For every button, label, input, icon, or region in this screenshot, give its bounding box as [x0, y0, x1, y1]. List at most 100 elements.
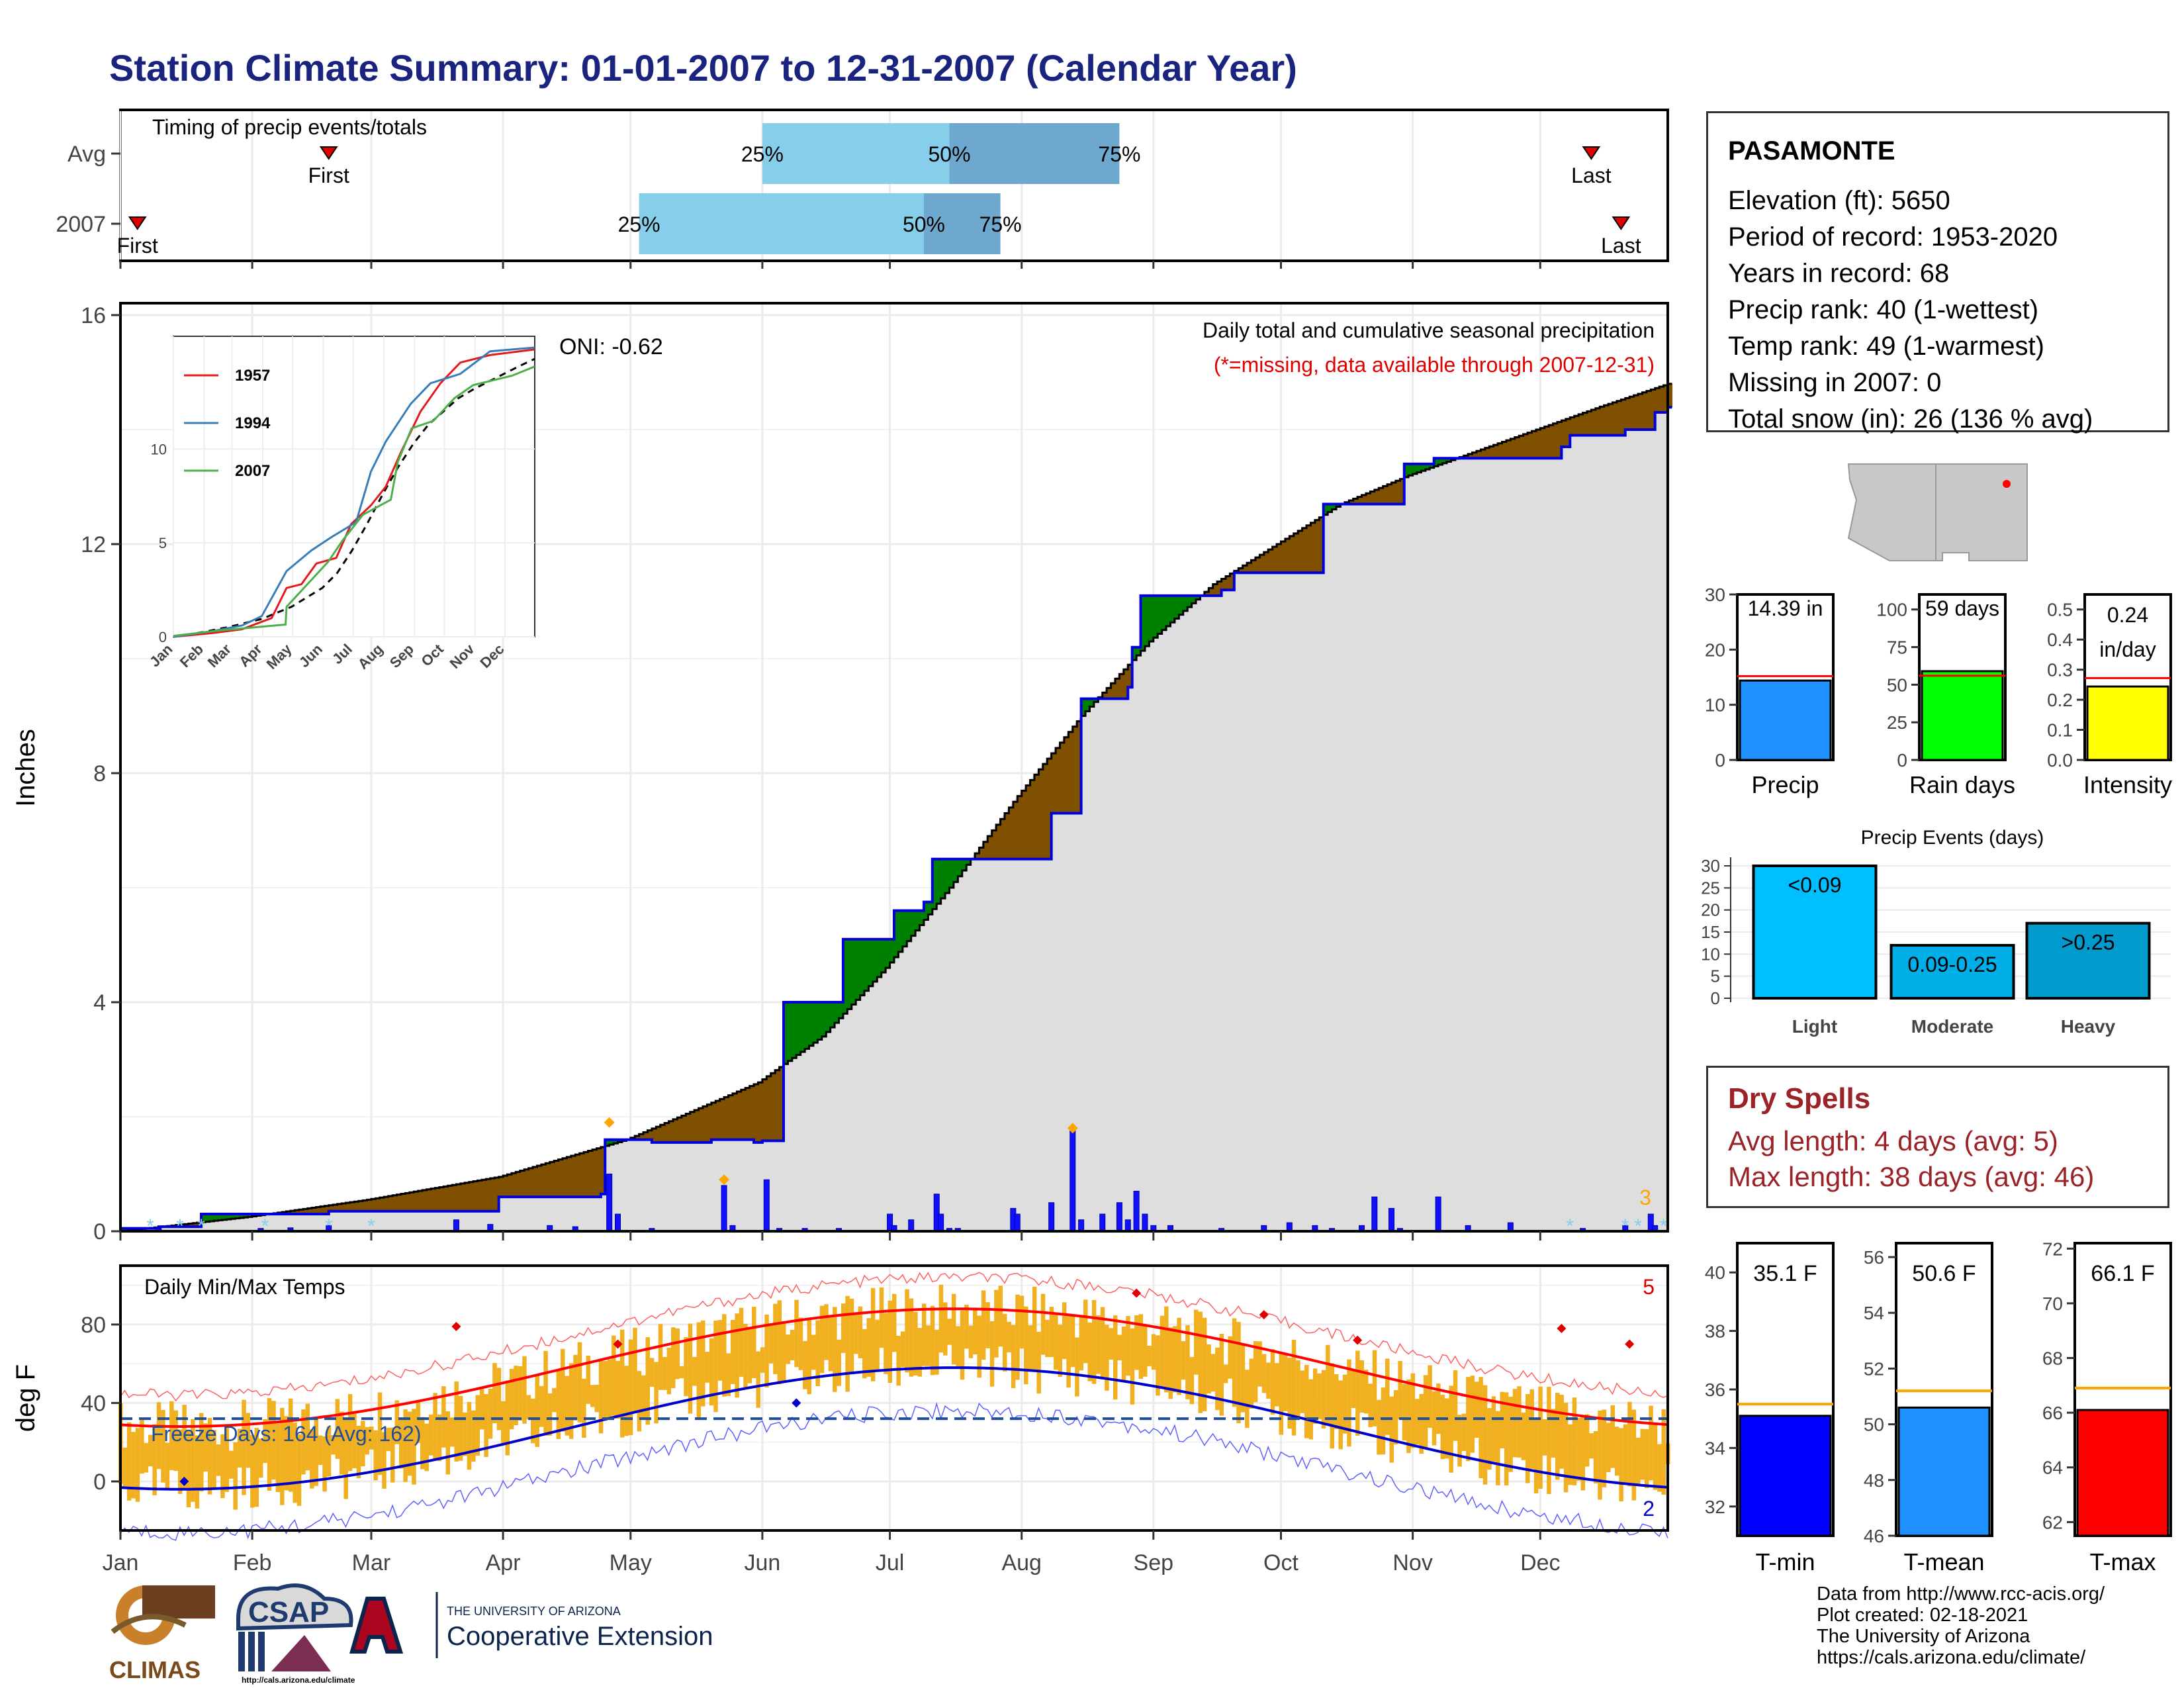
precip-deficit-slice — [677, 1117, 682, 1143]
temp-daily-bar — [322, 1436, 327, 1492]
precip-deficit-slice — [1519, 436, 1524, 459]
precip-deficit-slice — [286, 1211, 291, 1215]
temp-daily-bar — [1326, 1344, 1330, 1425]
precip-deficit-slice — [1128, 665, 1133, 688]
precip-deficit-slice — [188, 1223, 193, 1227]
precip-deficit-slice — [541, 1164, 546, 1197]
precip-surplus-slice — [1196, 595, 1201, 600]
summary-bar-tick-label: 75 — [1887, 637, 1907, 658]
precip-observed-line — [120, 406, 1672, 1230]
precip-deficit-slice — [524, 1169, 529, 1197]
temp-daily-bar — [807, 1318, 812, 1395]
precip-surplus-slice — [1081, 698, 1086, 716]
precip-deficit-slice — [341, 1203, 347, 1211]
temp-daily-bar — [934, 1329, 939, 1375]
precip-deficit-slice — [1625, 398, 1630, 430]
precip-surplus-slice — [239, 1214, 244, 1218]
temp-frame — [119, 1264, 1669, 1532]
temp-daily-bar — [1393, 1390, 1398, 1444]
climas-logo: CLIMAS — [109, 1585, 215, 1683]
temp-daily-bar — [1402, 1383, 1407, 1441]
precip-deficit-slice — [1484, 447, 1490, 459]
temp-daily-bar — [543, 1350, 548, 1436]
dry-spells-avg: Avg length: 4 days (avg: 5) — [1728, 1125, 2058, 1156]
month-label: Nov — [1392, 1550, 1432, 1575]
precip-deficit-slice — [1353, 498, 1358, 504]
precip-surplus-slice — [1089, 698, 1095, 707]
precip-surplus-slice — [1433, 458, 1439, 467]
temp-daily-bar — [386, 1427, 391, 1452]
temp-daily-bar — [794, 1299, 799, 1368]
precip-surplus-slice — [907, 910, 912, 941]
temp-daily-bar — [284, 1416, 289, 1491]
precip-surplus-slice — [226, 1214, 232, 1219]
precip-deficit-slice — [549, 1162, 555, 1197]
precip-surplus-slice — [886, 939, 891, 968]
temp-summary-tick-label: 56 — [1864, 1247, 1884, 1268]
temp-daily-bar — [1381, 1387, 1386, 1455]
precip-deficit-slice — [1608, 404, 1614, 436]
station-missing: Missing in 2007: 0 — [1728, 368, 1942, 397]
temp-daily-bar — [1245, 1370, 1250, 1429]
temp-daily-bar — [394, 1400, 399, 1444]
precip-deficit-slice — [1226, 576, 1231, 590]
temp-daily-bar — [1512, 1389, 1518, 1458]
temp-daily-bar — [1598, 1410, 1602, 1500]
temp-daily-bar — [479, 1388, 484, 1430]
precip-deficit-slice — [1064, 737, 1069, 814]
temp-daily-bar — [1253, 1341, 1258, 1403]
temp-daily-bar — [700, 1320, 705, 1407]
temp-y-tick-label: 0 — [93, 1470, 106, 1495]
precip-surplus-slice — [915, 910, 921, 931]
temp-daily-bar — [645, 1337, 650, 1425]
precip-deficit-slice — [702, 1106, 707, 1143]
precip-deficit-slice — [379, 1197, 385, 1211]
temp-daily-bar — [1185, 1325, 1190, 1399]
timing-first-label: First — [308, 164, 349, 187]
temp-daily-bar — [1142, 1325, 1148, 1377]
temp-daily-bar — [819, 1305, 825, 1374]
temp-daily-bar — [815, 1320, 820, 1387]
temp-daily-bar — [220, 1434, 225, 1499]
summary-bar-label: Precip — [1751, 771, 1819, 798]
summary-bar-tick-label: 20 — [1705, 639, 1725, 660]
precip-surplus-slice — [928, 902, 933, 915]
temp-daily-bar — [433, 1393, 437, 1460]
csap-logo: CSAP http://cals.arizona.edu/climate — [236, 1583, 355, 1685]
temp-daily-bar — [773, 1303, 778, 1374]
temp-daily-bar — [628, 1339, 633, 1436]
precip-deficit-slice — [303, 1209, 308, 1215]
temp-daily-bar — [1028, 1325, 1033, 1370]
temp-daily-bar — [318, 1435, 323, 1465]
temp-daily-bar — [619, 1329, 625, 1438]
precip-deficit-slice — [1255, 557, 1260, 573]
precip-deficit-slice — [1642, 392, 1647, 430]
precip-deficit-slice — [498, 1176, 504, 1197]
precip-deficit-slice — [558, 1159, 563, 1197]
temp-daily-bar — [743, 1323, 748, 1389]
precip-deficit-slice — [1034, 774, 1039, 859]
temp-daily-bar — [212, 1430, 216, 1489]
precip-surplus-slice — [1425, 463, 1430, 469]
temp-daily-bar — [612, 1335, 616, 1416]
temp-daily-bar — [377, 1392, 383, 1476]
temp-daily-bar — [416, 1401, 421, 1443]
temp-daily-bar — [989, 1321, 995, 1387]
month-label: Aug — [1001, 1550, 1042, 1575]
temp-daily-bar — [866, 1318, 871, 1377]
timing-last-label: Last — [1601, 234, 1641, 258]
precip-deficit-slice — [503, 1175, 508, 1197]
temp-daily-bar — [658, 1324, 663, 1390]
temp-daily-bar — [1083, 1299, 1088, 1364]
precip-deficit-slice — [1374, 489, 1379, 504]
station-period: Period of record: 1953-2020 — [1728, 222, 2058, 252]
temp-daily-bar — [501, 1401, 506, 1444]
precip-surplus-slice — [222, 1214, 228, 1220]
precip-surplus-slice — [949, 859, 954, 888]
precip-surplus-slice — [605, 1139, 610, 1146]
temp-daily-bar — [603, 1361, 608, 1421]
precip-deficit-slice — [1021, 790, 1026, 859]
temp-daily-bar — [1461, 1413, 1467, 1452]
temp-daily-bar — [288, 1398, 293, 1492]
